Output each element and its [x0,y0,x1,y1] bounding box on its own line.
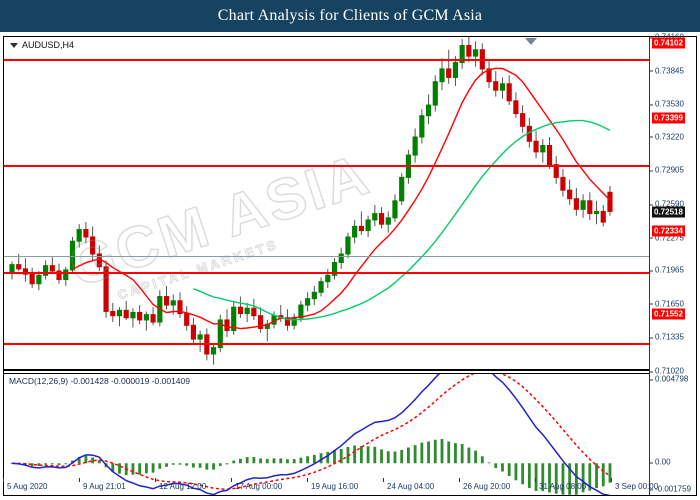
price-tick: 0.71965 [650,266,684,275]
app-header: Chart Analysis for Clients of GCM Asia [0,0,700,32]
price-tick: 0.72590 [650,200,684,209]
price-tick: 0.73530 [650,100,684,109]
time-tick: 26 Aug 20:00 [458,478,511,491]
macd-plot [10,374,612,495]
macd-tick: 0.00 [650,458,671,467]
symbol-label-text: AUDUSD,H4 [22,40,75,50]
macd-tick: 0.004798 [650,375,688,384]
level-line-074102 [4,59,649,61]
macd-tick: -0.001759 [650,485,691,494]
price-axis[interactable]: 0.74160 0.73845 0.73530 0.73220 0.72905 0.725… [650,33,698,376]
time-tick: 19 Aug 16:00 [306,478,359,491]
page-title: Chart Analysis for Clients of GCM Asia [217,7,483,24]
price-tick: 0.71335 [650,333,684,342]
time-tick: 12 Aug 12:00 [154,478,207,491]
price-tick: 0.74160 [650,33,684,42]
pane-divider [4,369,649,371]
price-pane[interactable]: GCM ASIA CAPITAL MARKETS [4,37,649,371]
level-line-071552 [4,343,649,345]
time-tick: 31 Aug 08:00 [534,478,587,491]
price-tick: 0.73220 [650,132,684,141]
chevron-down-icon[interactable] [10,42,18,48]
time-tick: 5 Aug 2020 [2,478,48,491]
price-tick: 0.71650 [650,299,684,308]
price-tick: 0.72905 [650,166,684,175]
macd-pane[interactable]: MACD(12,26,9) -0.001428 -0.000019 -0.001… [4,373,649,495]
macd-indicator-label: MACD(12,26,9) -0.001428 -0.000019 -0.001… [9,376,190,386]
price-badge-071552: 0.71552 [652,308,685,320]
price-badge-073399: 0.73399 [652,112,685,124]
macd-axis[interactable]: 0.004798 0.00 -0.001759 [650,373,698,495]
level-line-072334 [4,272,649,274]
triangle-down-marker-icon [525,38,537,45]
time-tick: 9 Aug 21:01 [79,478,126,491]
price-badge-074102: 0.74102 [652,37,685,49]
price-axis-spine [649,37,650,495]
price-tick: 0.72275 [650,233,684,242]
time-axis[interactable]: 5 Aug 2020 9 Aug 21:01 12 Aug 12:00 17 Aug … [2,478,697,498]
level-line-073399 [4,165,649,167]
price-tick: 0.73845 [650,66,684,75]
price-badge-072334: 0.72334 [652,225,685,237]
time-tick: 3 Sep 00:00 [610,478,659,491]
current-price-line [4,256,649,257]
chart-frame: AUDUSD,H4 GCM ASIA CAPITAL MARKETS MACD(… [3,33,698,496]
price-badge-072518: 0.72518 [652,206,685,218]
time-tick: 17 Aug 00:00 [230,478,283,491]
price-tick: 0.71020 [650,367,684,376]
time-tick: 24 Aug 04:00 [382,478,435,491]
symbol-label[interactable]: AUDUSD,H4 [10,40,74,50]
price-plot [9,37,613,365]
